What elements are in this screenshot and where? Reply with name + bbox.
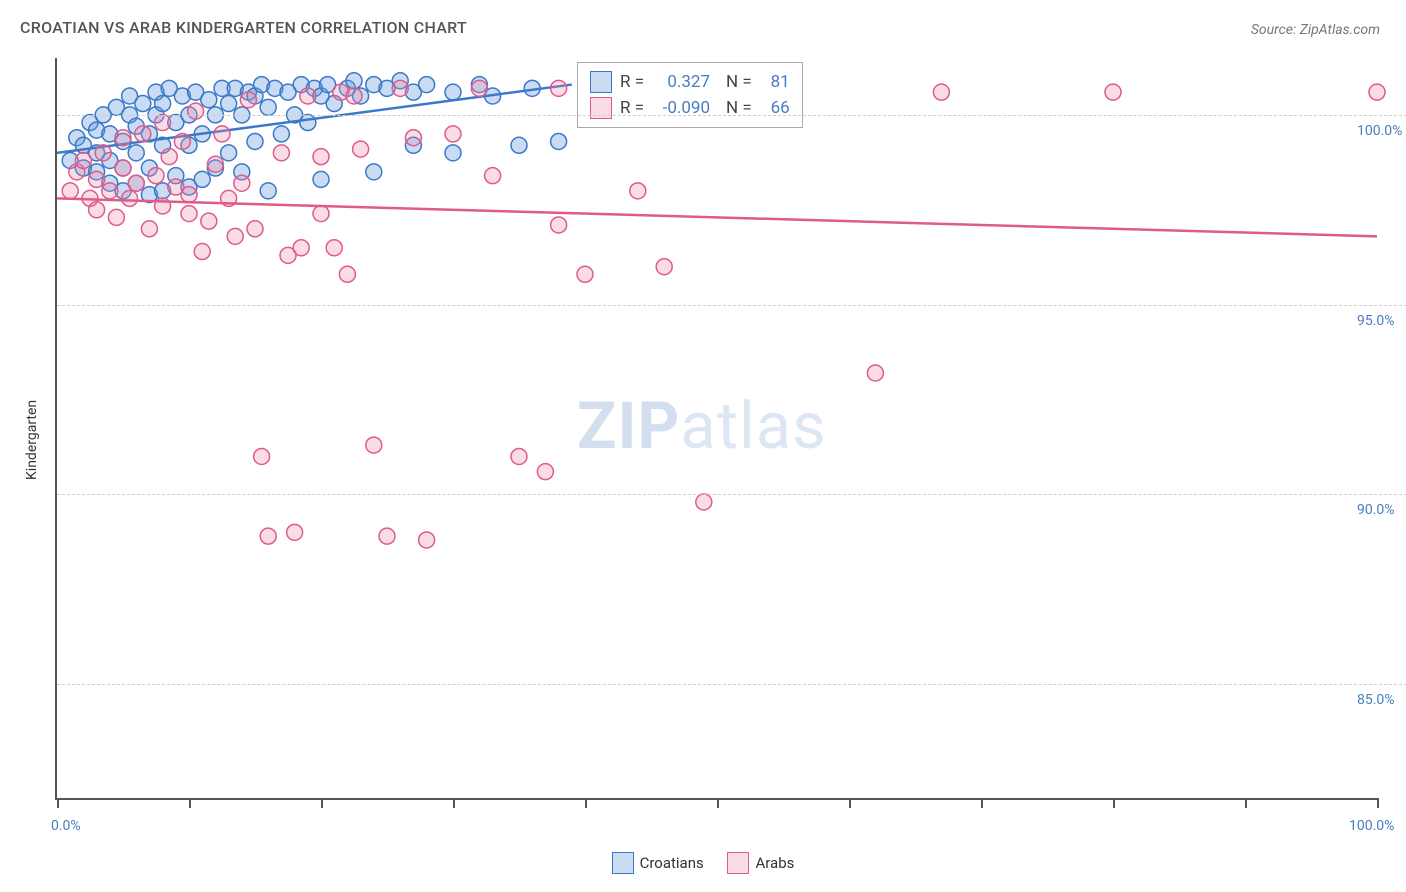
legend-r-label: R = xyxy=(620,72,644,92)
y-tick-label: 95.0% xyxy=(1357,313,1395,329)
x-tick-mark xyxy=(1245,798,1247,808)
legend-n-value: 81 xyxy=(760,72,790,92)
bottom-legend-label: Croatians xyxy=(640,854,704,872)
x-tick-mark xyxy=(981,798,983,808)
x-tick-mark xyxy=(189,798,191,808)
legend-swatch-icon xyxy=(590,71,612,93)
chart-title: CROATIAN VS ARAB KINDERGARTEN CORRELATIO… xyxy=(20,18,467,37)
plot-area: ZIPatlas R = 0.327 N = 81 R = -0.090 N =… xyxy=(55,58,1377,800)
x-tick-mark xyxy=(717,798,719,808)
x-tick-mark xyxy=(849,798,851,808)
legend-stats-box: R = 0.327 N = 81 R = -0.090 N = 66 xyxy=(577,62,803,128)
bottom-legend-item: Croatians xyxy=(612,852,704,874)
legend-swatch-icon xyxy=(727,852,749,874)
x-tick-label: 100.0% xyxy=(1349,818,1394,834)
y-axis-label: Kindergarten xyxy=(24,400,40,480)
x-tick-label: 0.0% xyxy=(51,818,81,834)
bottom-legend-item: Arabs xyxy=(727,852,794,874)
gridline xyxy=(57,305,1406,306)
chart-svg xyxy=(57,58,1377,798)
legend-stats-row: R = 0.327 N = 81 xyxy=(590,69,790,95)
legend-stats-row: R = -0.090 N = 66 xyxy=(590,95,790,121)
bottom-legend-label: Arabs xyxy=(755,854,794,872)
gridline xyxy=(57,494,1406,495)
legend-r-value: 0.327 xyxy=(652,72,710,92)
legend-swatch-icon xyxy=(612,852,634,874)
gridline xyxy=(57,115,1406,116)
y-tick-label: 90.0% xyxy=(1357,502,1395,518)
legend-n-label: N = xyxy=(726,72,752,92)
gridline xyxy=(57,684,1406,685)
x-tick-mark xyxy=(1113,798,1115,808)
x-tick-mark xyxy=(1377,798,1379,808)
x-tick-mark xyxy=(57,798,59,808)
x-tick-mark xyxy=(321,798,323,808)
chart-container: CROATIAN VS ARAB KINDERGARTEN CORRELATIO… xyxy=(0,0,1406,892)
source-label: Source: ZipAtlas.com xyxy=(1251,22,1380,38)
y-tick-label: 85.0% xyxy=(1357,692,1395,708)
x-tick-mark xyxy=(585,798,587,808)
bottom-legend: Croatians Arabs xyxy=(0,852,1406,878)
y-tick-label: 100.0% xyxy=(1357,123,1402,139)
x-tick-mark xyxy=(453,798,455,808)
